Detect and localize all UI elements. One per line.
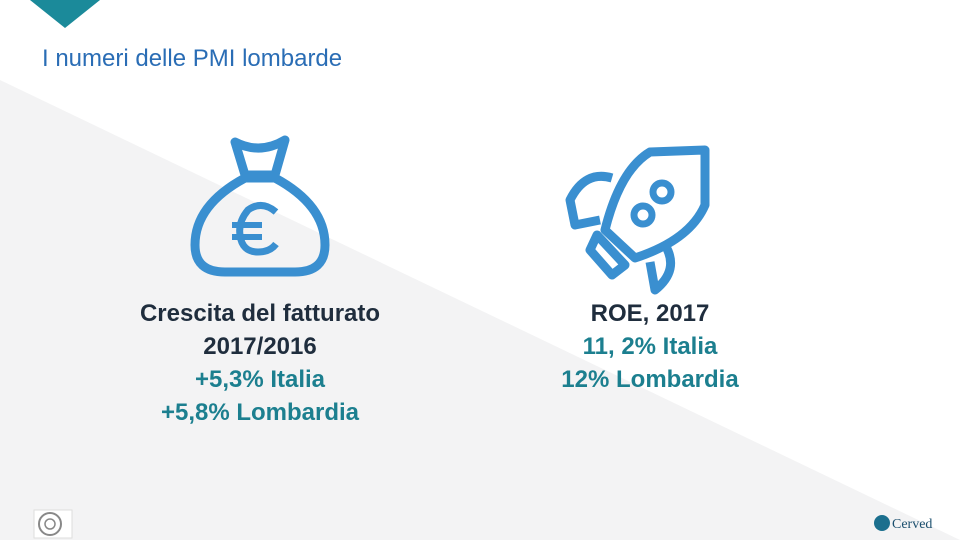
item-value: 11, 2% Italia	[583, 333, 718, 360]
item-heading: Crescita del fatturato	[140, 300, 380, 327]
logo-text: Cerved	[892, 517, 932, 532]
corner-mark	[30, 0, 100, 28]
item-heading: 2017/2016	[203, 333, 316, 360]
item-value: 12% Lombardia	[561, 366, 739, 393]
rocket-icon	[565, 145, 710, 295]
money-bag-icon	[190, 135, 330, 277]
background-shade	[0, 80, 960, 540]
slide-title: I numeri delle PMI lombarde	[42, 45, 342, 72]
item-value: +5,3% Italia	[195, 366, 326, 393]
logo-mark	[874, 515, 890, 531]
emblem	[33, 509, 73, 539]
item-heading: ROE, 2017	[591, 300, 710, 327]
item-value: +5,8% Lombardia	[161, 399, 360, 426]
